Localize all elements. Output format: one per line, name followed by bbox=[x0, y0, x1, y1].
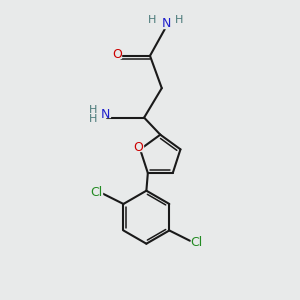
Text: N: N bbox=[101, 108, 110, 121]
Text: H: H bbox=[89, 114, 98, 124]
Text: N: N bbox=[161, 17, 171, 31]
Text: Cl: Cl bbox=[90, 186, 103, 199]
Text: H: H bbox=[175, 15, 183, 25]
Text: Cl: Cl bbox=[190, 236, 202, 249]
Text: O: O bbox=[112, 48, 122, 61]
Bar bbox=[102, 111, 110, 117]
Bar bbox=[191, 238, 202, 246]
Text: O: O bbox=[134, 141, 144, 154]
Bar bbox=[163, 20, 170, 28]
Bar bbox=[91, 188, 102, 196]
Bar bbox=[134, 145, 143, 151]
Text: H: H bbox=[148, 15, 157, 25]
Bar bbox=[112, 51, 122, 58]
Text: H: H bbox=[89, 105, 98, 115]
